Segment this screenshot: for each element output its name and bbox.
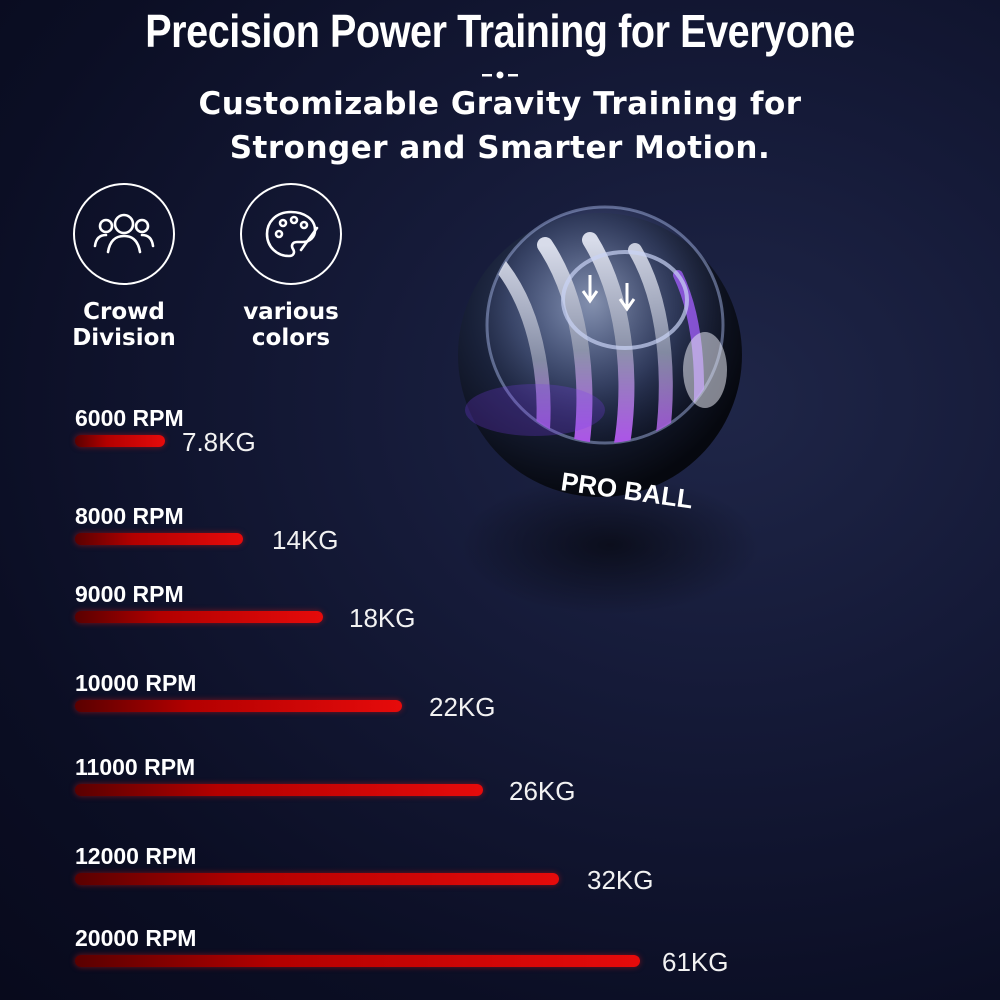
page-subtitle: Customizable Gravity Training for Strong… [0,82,1000,170]
feature-label-line: various [243,299,339,325]
rpm-bar [75,784,483,796]
rpm-label: 12000 RPM [75,843,197,869]
weight-label: 22KG [429,692,496,722]
rpm-label: 9000 RPM [75,581,184,607]
feature-label-line: Crowd [83,299,165,325]
people-icon [73,183,175,285]
feature-label: various colors [221,299,361,351]
rpm-label: 6000 RPM [75,405,184,431]
feature-label: Crowd Division [54,299,194,351]
rpm-bar [75,873,559,885]
feature-label-line: colors [251,325,331,351]
rpm-bar [75,611,323,623]
rpm-label: 20000 RPM [75,925,197,951]
weight-label: 61KG [662,947,729,977]
rpm-bar [75,955,640,967]
divider-ornament [482,71,518,79]
gyro-ball-image: PRO BALL [458,205,760,615]
weight-label: 26KG [509,776,576,806]
rpm-label: 8000 RPM [75,503,184,529]
weight-label: 18KG [349,603,416,633]
subtitle-line-2: Stronger and Smarter Motion. [229,130,771,166]
page-title: Precision Power Training for Everyone [145,5,855,57]
rpm-label: 11000 RPM [75,754,196,780]
feature-various-colors: various colors [221,183,361,351]
rpm-bar [75,700,402,712]
rpm-bar [75,435,165,447]
feature-label-line: Division [72,325,176,351]
weight-label: 14KG [272,525,339,555]
subtitle-line-1: Customizable Gravity Training for [198,86,802,122]
palette-icon [240,183,342,285]
weight-label: 7.8KG [182,427,256,457]
rpm-bar [75,533,243,545]
weight-label: 32KG [587,865,654,895]
feature-crowd-division: Crowd Division [54,183,194,351]
rpm-label: 10000 RPM [75,670,197,696]
